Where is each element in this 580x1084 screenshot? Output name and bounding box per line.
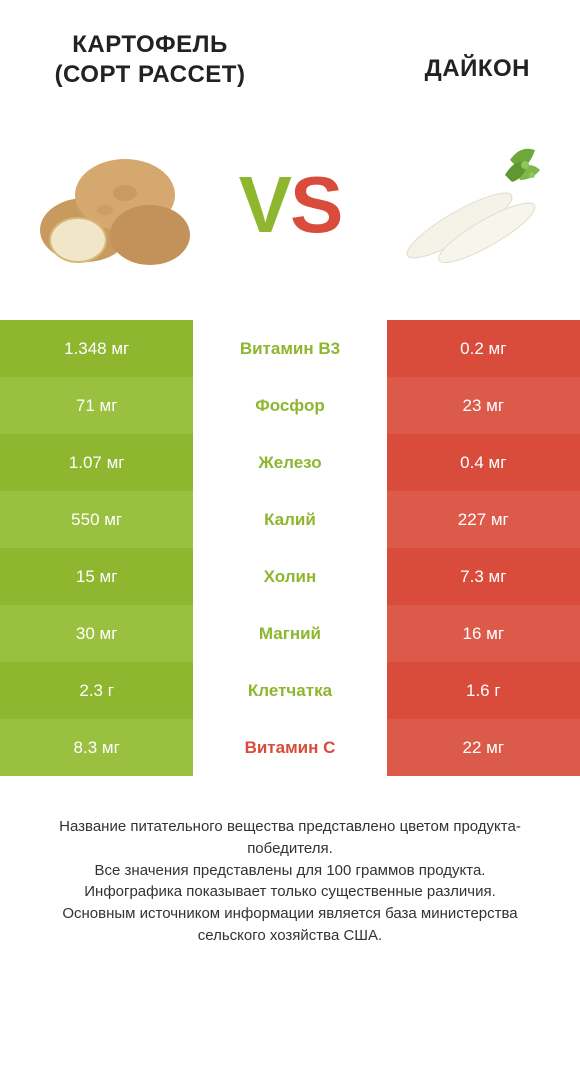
value-left: 71 мг (0, 377, 193, 434)
nutrient-label: Магний (193, 605, 386, 662)
table-row: 1.07 мгЖелезо0.4 мг (0, 434, 580, 491)
value-left: 1.348 мг (0, 320, 193, 377)
hero-row: VS (0, 100, 580, 320)
table-row: 30 мгМагний16 мг (0, 605, 580, 662)
value-right: 16 мг (387, 605, 580, 662)
value-right: 0.2 мг (387, 320, 580, 377)
value-left: 8.3 мг (0, 719, 193, 776)
footer-notes: Название питательного вещества представл… (0, 776, 580, 967)
footer-line: Название питательного вещества представл… (30, 816, 550, 860)
value-right: 22 мг (387, 719, 580, 776)
header: КАРТОФЕЛЬ (СОРТ РАССЕТ) ДАЙКОН (0, 0, 580, 100)
value-right: 7.3 мг (387, 548, 580, 605)
value-right: 227 мг (387, 491, 580, 548)
infographic-container: КАРТОФЕЛЬ (СОРТ РАССЕТ) ДАЙКОН VS (0, 0, 580, 1084)
table-row: 2.3 гКлетчатка1.6 г (0, 662, 580, 719)
potato-image (30, 120, 200, 290)
nutrient-label: Холин (193, 548, 386, 605)
value-left: 550 мг (0, 491, 193, 548)
table-row: 1.348 мгВитамин B30.2 мг (0, 320, 580, 377)
value-right: 0.4 мг (387, 434, 580, 491)
nutrient-label: Фосфор (193, 377, 386, 434)
nutrient-label: Калий (193, 491, 386, 548)
nutrient-label: Клетчатка (193, 662, 386, 719)
value-left: 15 мг (0, 548, 193, 605)
footer-line: Основным источником информации является … (30, 903, 550, 947)
nutrient-label: Железо (193, 434, 386, 491)
value-right: 1.6 г (387, 662, 580, 719)
footer-line: Инфографика показывает только существенн… (30, 881, 550, 903)
daikon-image (380, 120, 550, 290)
footer-line: Все значения представлены для 100 граммо… (30, 860, 550, 882)
value-left: 2.3 г (0, 662, 193, 719)
value-right: 23 мг (387, 377, 580, 434)
title-left: КАРТОФЕЛЬ (СОРТ РАССЕТ) (50, 30, 250, 90)
value-left: 1.07 мг (0, 434, 193, 491)
title-right: ДАЙКОН (330, 54, 530, 90)
nutrient-label: Витамин C (193, 719, 386, 776)
table-row: 15 мгХолин7.3 мг (0, 548, 580, 605)
nutrient-label: Витамин B3 (193, 320, 386, 377)
vs-s: S (290, 160, 341, 249)
table-row: 8.3 мгВитамин C22 мг (0, 719, 580, 776)
vs-label: VS (239, 165, 342, 245)
table-row: 550 мгКалий227 мг (0, 491, 580, 548)
table-row: 71 мгФосфор23 мг (0, 377, 580, 434)
vs-v: V (239, 160, 290, 249)
nutrient-table: 1.348 мгВитамин B30.2 мг71 мгФосфор23 мг… (0, 320, 580, 776)
value-left: 30 мг (0, 605, 193, 662)
